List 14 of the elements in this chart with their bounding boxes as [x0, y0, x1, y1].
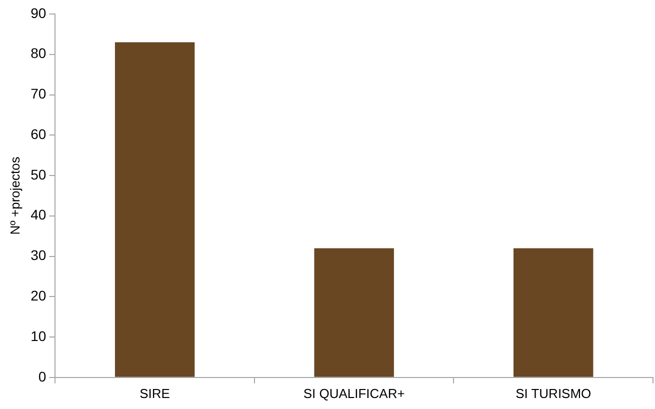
- y-axis-title: Nº +projectos: [7, 156, 22, 235]
- x-tick-label: SI TURISMO: [516, 386, 592, 401]
- x-tick-label: SI QUALIFICAR+: [303, 386, 405, 401]
- y-tick-label: 80: [30, 45, 46, 62]
- x-tick-label: SIRE: [140, 386, 170, 401]
- y-tick-label: 90: [30, 4, 46, 21]
- y-tick-label: 0: [38, 368, 46, 384]
- y-tick-label: 70: [30, 86, 46, 102]
- y-tick-label: 50: [30, 166, 46, 182]
- y-tick-label: 60: [30, 126, 46, 142]
- y-tick-label: 40: [30, 206, 46, 223]
- y-tick-label: 10: [30, 328, 46, 344]
- y-tick-label: 20: [30, 288, 46, 304]
- y-tick-label: 30: [30, 247, 46, 264]
